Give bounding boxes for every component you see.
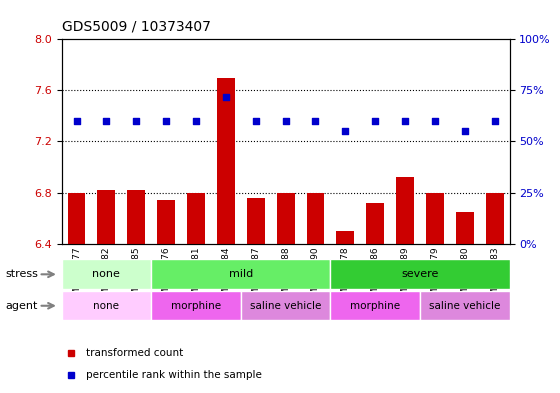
Text: GDS5009 / 10373407: GDS5009 / 10373407 xyxy=(62,19,211,33)
Text: percentile rank within the sample: percentile rank within the sample xyxy=(86,370,262,380)
Text: stress: stress xyxy=(6,269,39,279)
Bar xyxy=(241,291,330,320)
Bar xyxy=(157,200,175,244)
Point xyxy=(192,118,200,124)
Point xyxy=(490,118,499,124)
Point xyxy=(400,118,409,124)
Point xyxy=(251,118,260,124)
Bar xyxy=(420,291,510,320)
Point xyxy=(371,118,380,124)
Point xyxy=(221,94,230,100)
Text: morphine: morphine xyxy=(171,301,221,310)
Bar xyxy=(337,231,354,244)
Bar xyxy=(277,193,295,244)
Point xyxy=(102,118,111,124)
Bar xyxy=(247,198,265,244)
Point xyxy=(431,118,440,124)
Bar xyxy=(187,193,205,244)
Bar xyxy=(396,177,414,244)
Point xyxy=(162,118,171,124)
Point xyxy=(72,118,81,124)
Text: saline vehicle: saline vehicle xyxy=(250,301,321,310)
Bar xyxy=(62,291,151,320)
Text: none: none xyxy=(92,269,120,279)
Bar xyxy=(68,193,86,244)
Bar xyxy=(151,291,241,320)
Text: transformed count: transformed count xyxy=(86,348,184,358)
Bar xyxy=(330,259,510,289)
Bar xyxy=(366,203,384,244)
Bar xyxy=(97,190,115,244)
Point xyxy=(132,118,141,124)
Bar xyxy=(151,259,330,289)
Bar xyxy=(426,193,444,244)
Bar xyxy=(306,193,324,244)
Bar xyxy=(456,212,474,244)
Bar xyxy=(127,190,145,244)
Point xyxy=(311,118,320,124)
Text: saline vehicle: saline vehicle xyxy=(429,301,501,310)
Bar xyxy=(217,77,235,244)
Text: morphine: morphine xyxy=(350,301,400,310)
Point xyxy=(460,128,469,134)
Point xyxy=(281,118,290,124)
Point xyxy=(341,128,350,134)
Text: none: none xyxy=(94,301,119,310)
Text: mild: mild xyxy=(228,269,253,279)
Text: agent: agent xyxy=(6,301,38,311)
Text: severe: severe xyxy=(402,269,438,279)
Bar xyxy=(330,291,420,320)
Bar xyxy=(486,193,503,244)
Bar xyxy=(62,259,151,289)
